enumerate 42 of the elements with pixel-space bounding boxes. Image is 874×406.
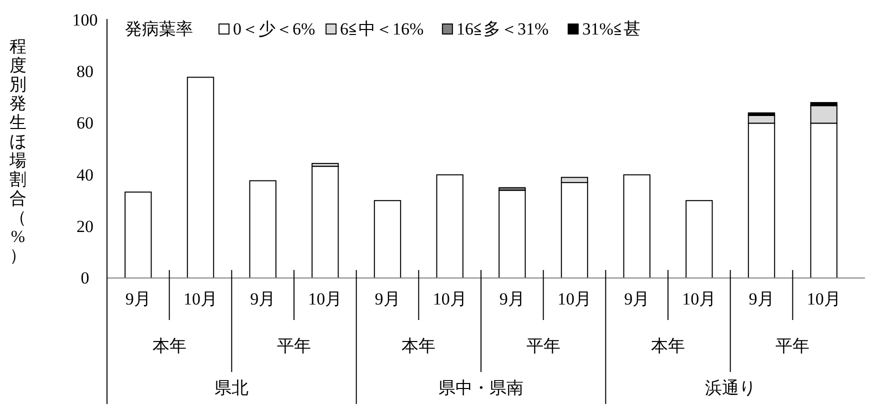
text: 程度別発生ほ場割合（%）	[10, 37, 26, 265]
bar	[374, 200, 402, 278]
x-tick-label: 10月	[308, 290, 342, 308]
bar	[124, 192, 152, 278]
bar	[312, 166, 339, 278]
bar	[436, 174, 464, 278]
x-tick-label: 9月	[125, 290, 151, 308]
bar	[498, 190, 526, 278]
x-tick-label: 9月	[748, 290, 774, 308]
y-tick-label: 100	[72, 10, 98, 30]
bar	[686, 200, 713, 278]
x-tick-label: 9月	[374, 290, 400, 308]
text: 本年	[402, 336, 436, 356]
x-tick-label: 9月	[250, 290, 276, 308]
x-tick-label: 10月	[184, 290, 218, 308]
legend-label: 0＜少＜6%	[233, 20, 316, 38]
legend-label: 6≦中＜16%	[340, 20, 424, 38]
legend-label: 16≦多＜31%	[456, 20, 549, 38]
x-tick-label: 9月	[624, 290, 650, 308]
y-tick-label: 60	[76, 114, 94, 133]
y-tick-label: 80	[76, 62, 94, 82]
bar	[186, 76, 214, 278]
text: 浜通り	[704, 378, 756, 398]
legend-title: 発病葉率	[125, 20, 193, 38]
y-tick-label: 40	[76, 165, 94, 184]
y-tick-label: 20	[76, 216, 94, 236]
text: 本年	[651, 336, 685, 356]
x-tick-label: 10月	[806, 290, 841, 308]
x-tick-label: 10月	[558, 290, 592, 308]
text: 県中・県南	[438, 378, 524, 398]
x-tick-label: 9月	[499, 290, 525, 308]
text: 平年	[776, 336, 810, 356]
x-tick-label: 10月	[682, 290, 716, 308]
bar	[249, 180, 276, 278]
bar	[623, 174, 650, 278]
text: 平年	[526, 336, 560, 356]
text: 本年	[152, 336, 186, 356]
text: 平年	[277, 336, 311, 356]
legend-label: 31%≦甚	[582, 20, 640, 38]
text: 県北	[214, 378, 249, 398]
x-tick-label: 10月	[432, 290, 467, 308]
y-tick-label: 0	[80, 268, 90, 288]
